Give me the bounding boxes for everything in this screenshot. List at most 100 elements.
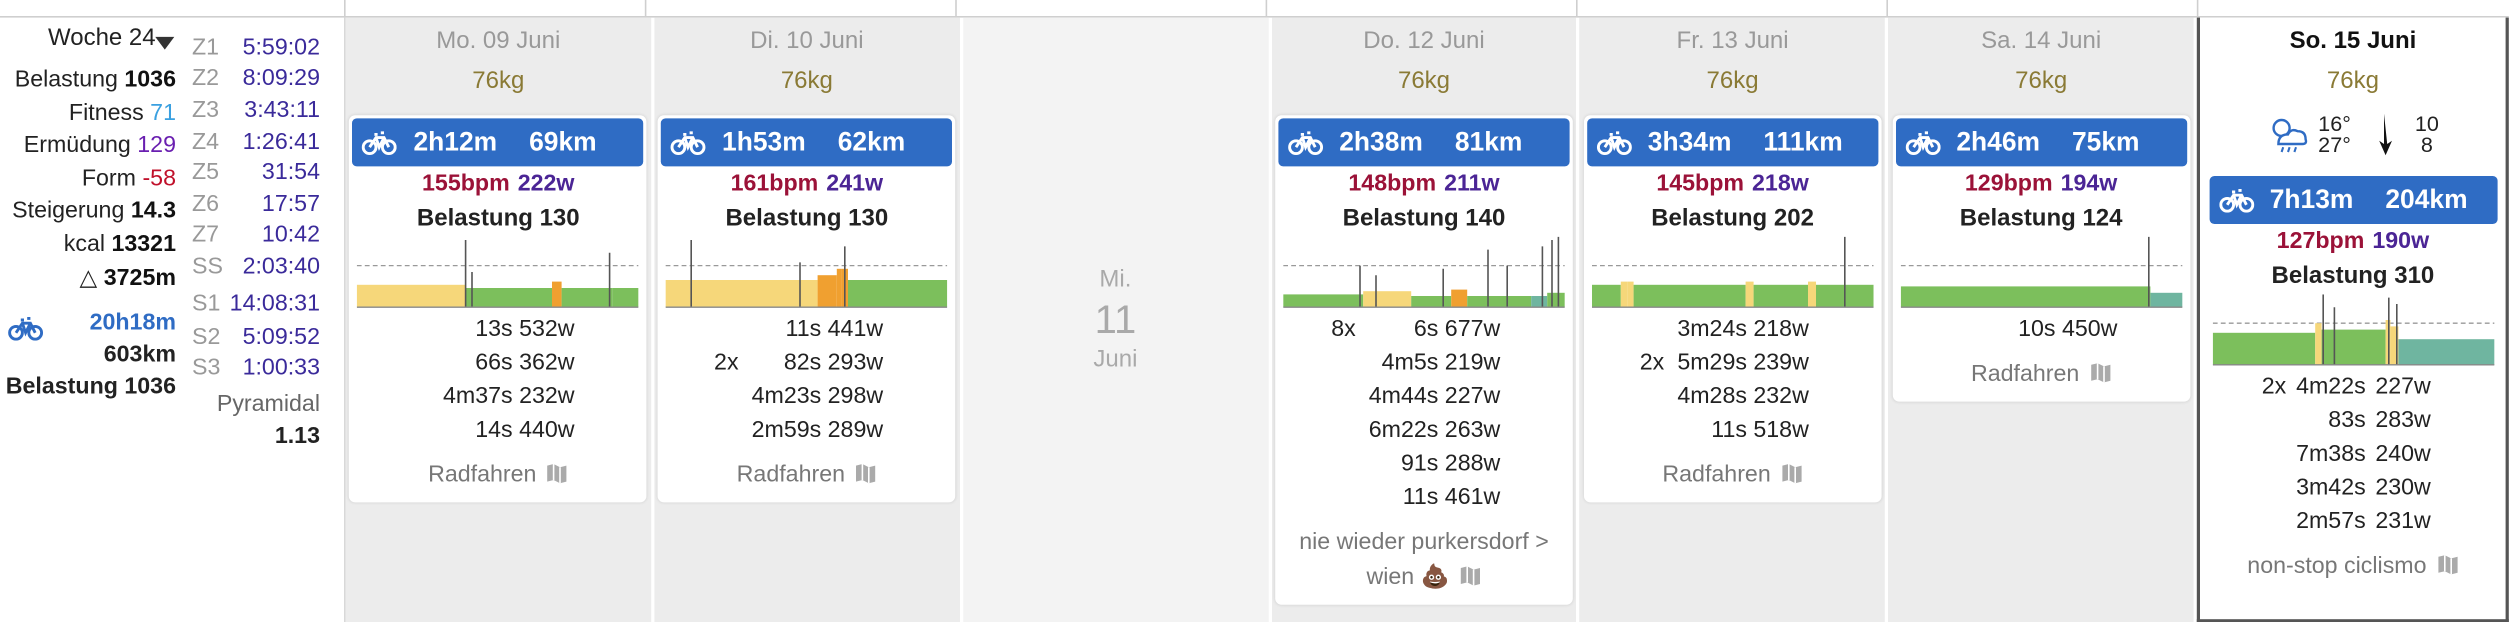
interval-power: 518w (1753, 417, 1809, 444)
interval-power: 230w (2375, 475, 2431, 501)
day-column: Sa. 14 Juni 76kg 2h46m 75km 129bpm 194w Belast… (1888, 17, 2194, 622)
frame (677, 131, 700, 151)
zone-value: 5:09:52 (242, 324, 320, 351)
interval-duration: 13s (475, 316, 513, 343)
interval-duration: 82s (783, 350, 822, 376)
workout-load: Belastung 310 (2271, 262, 2435, 290)
wheel (1307, 139, 1324, 156)
chart-segment (2397, 339, 2494, 365)
interval-row: 11s 518w (1587, 414, 1878, 448)
interval-duration: 14s (475, 417, 513, 444)
workout-load: Belastung 130 (725, 204, 889, 232)
avg-power: 194w (2060, 171, 2118, 197)
zone-value: 1:00:33 (242, 355, 320, 381)
stat-row: kcal 13321 (64, 232, 176, 258)
chart-segment (1591, 284, 1621, 308)
chart-segment (1467, 296, 1532, 308)
day-date: Sa. 14 Juni (1981, 27, 2102, 55)
stat-row: Ermüdung 129 (24, 133, 176, 159)
workout-duration: 3h34m (1647, 127, 1732, 156)
stat-value: 129 (137, 132, 176, 159)
chart-segment (1531, 296, 1548, 308)
interval-row: 4m5s 219w (1278, 347, 1569, 381)
interval-duration: 11s (1402, 484, 1439, 511)
wheel (690, 139, 706, 156)
day-weight: 76kg (780, 67, 833, 95)
day-column: Do. 12 Juni 76kg 2h38m 81km 148bpm 211w Belast… (1271, 17, 1577, 622)
interval-count: 2x (2261, 374, 2287, 400)
interval-duration: 4m28s (1677, 384, 1747, 410)
workout-header: 2h46m 75km (1895, 118, 2187, 167)
stat-label: Fitness (68, 100, 144, 127)
heart-rate: 127bpm (2276, 228, 2365, 255)
avg-power: 218w (1752, 171, 1809, 197)
zone-value: 31:54 (261, 160, 320, 186)
chart-segment (1633, 284, 1746, 308)
map-shape (856, 464, 876, 484)
wind-speed: 10 (2414, 112, 2439, 136)
interval-duration: 4m23s (751, 384, 822, 410)
chart-segment (2314, 323, 2321, 365)
stat-row: Form -58 (82, 166, 176, 192)
bike-icon (1905, 131, 1941, 156)
avg-power: 211w (1444, 171, 1500, 197)
zone-value: 17:57 (261, 192, 320, 218)
stat-row: Steigerung 14.3 (12, 198, 176, 224)
stat-value: 1036 (124, 67, 176, 93)
day-number: 11 (1094, 297, 1137, 343)
interval-duration: 83s (2328, 408, 2366, 434)
stat-row: Fitness 71 (69, 101, 176, 127)
activity-chart (1283, 236, 1565, 308)
bike-icon (362, 131, 398, 156)
interval-row: 4m28s 232w (1587, 381, 1878, 415)
workout-duration: 7h13m (2269, 184, 2354, 214)
bike-icon (671, 131, 706, 156)
map-fold (553, 463, 562, 484)
map-shape (547, 464, 567, 484)
avg-power: 241w (826, 171, 884, 197)
week-dropdown (155, 36, 175, 50)
zone-label: S3 (192, 355, 221, 381)
frame (1603, 131, 1626, 151)
heart-rate: 161bpm (730, 171, 819, 197)
day-weight: 76kg (2015, 67, 2068, 95)
workout-card[interactable]: 2h46m 75km 129bpm 194w Belastung 124 10s 450w R… (1892, 115, 2190, 402)
interval-row: 91s 288w (1278, 448, 1569, 482)
stat-value: 14.3 (130, 198, 176, 224)
interval-count: 8x (1331, 316, 1356, 343)
zone-label: Z6 (192, 192, 220, 218)
interval-row: 10s 450w (1896, 314, 2187, 348)
interval-power: 461w (1444, 484, 1501, 511)
day-columns: Mo. 09 Juni 76kg 2h12m 69km 155bpm 222w Belast… (345, 17, 2509, 622)
interval-row: 4m44s 227w (1278, 381, 1569, 415)
workout-card[interactable]: 2h38m 81km 148bpm 211w Belastung 140 8x 6s 677w… (1275, 115, 1573, 605)
workout-name: nie wieder purkersdorf > wien 💩 (1299, 529, 1549, 591)
interval-duration: 91s (1400, 451, 1439, 477)
chart-segment (2149, 292, 2182, 308)
interval-power: 263w (1444, 417, 1501, 444)
divider (644, 0, 647, 16)
pattern-value: 1.13 (274, 424, 320, 450)
activity-chart (2212, 294, 2494, 366)
chart-segment (613, 288, 640, 308)
workout-name: Radfahren (428, 462, 537, 488)
interval-duration: 10s (2018, 316, 2056, 343)
workout-card[interactable]: 2h12m 69km 155bpm 222w Belastung 130 13s 532w 6… (349, 115, 648, 503)
workout-name-row: nie wieder purkersdorf > wien 💩 (1278, 515, 1569, 595)
heart-rate: 129bpm (1964, 171, 2053, 197)
interval-row: 83s 283w (2209, 405, 2497, 439)
map-icon (2090, 363, 2110, 383)
workout-card[interactable]: 7h13m 204km 127bpm 190w Belastung 310 2x 4m22s… (2205, 172, 2501, 594)
day-date: Di. 10 Juni (750, 27, 864, 55)
top-strip (0, 0, 2509, 18)
workout-card[interactable]: 3h34m 111km 145bpm 218w Belastung 202 3m24s 21… (1583, 115, 1882, 503)
avg-power: 222w (517, 171, 575, 197)
workout-header: 1h53m 62km (661, 118, 953, 167)
workout-card[interactable]: 1h53m 62km 161bpm 241w Belastung 130 11s 441w 2… (658, 115, 956, 503)
interval-row: 2x 82s 293w (661, 347, 952, 381)
map-icon (1781, 463, 1802, 484)
interval-power: 441w (827, 316, 884, 343)
interval-duration: 4m37s (443, 384, 513, 410)
interval-row: 14s 440w (353, 414, 644, 448)
day-column: So. 15 Juni 76kg 16° 27° 10 8 7h13m 204km 127bpm… (2197, 17, 2509, 622)
